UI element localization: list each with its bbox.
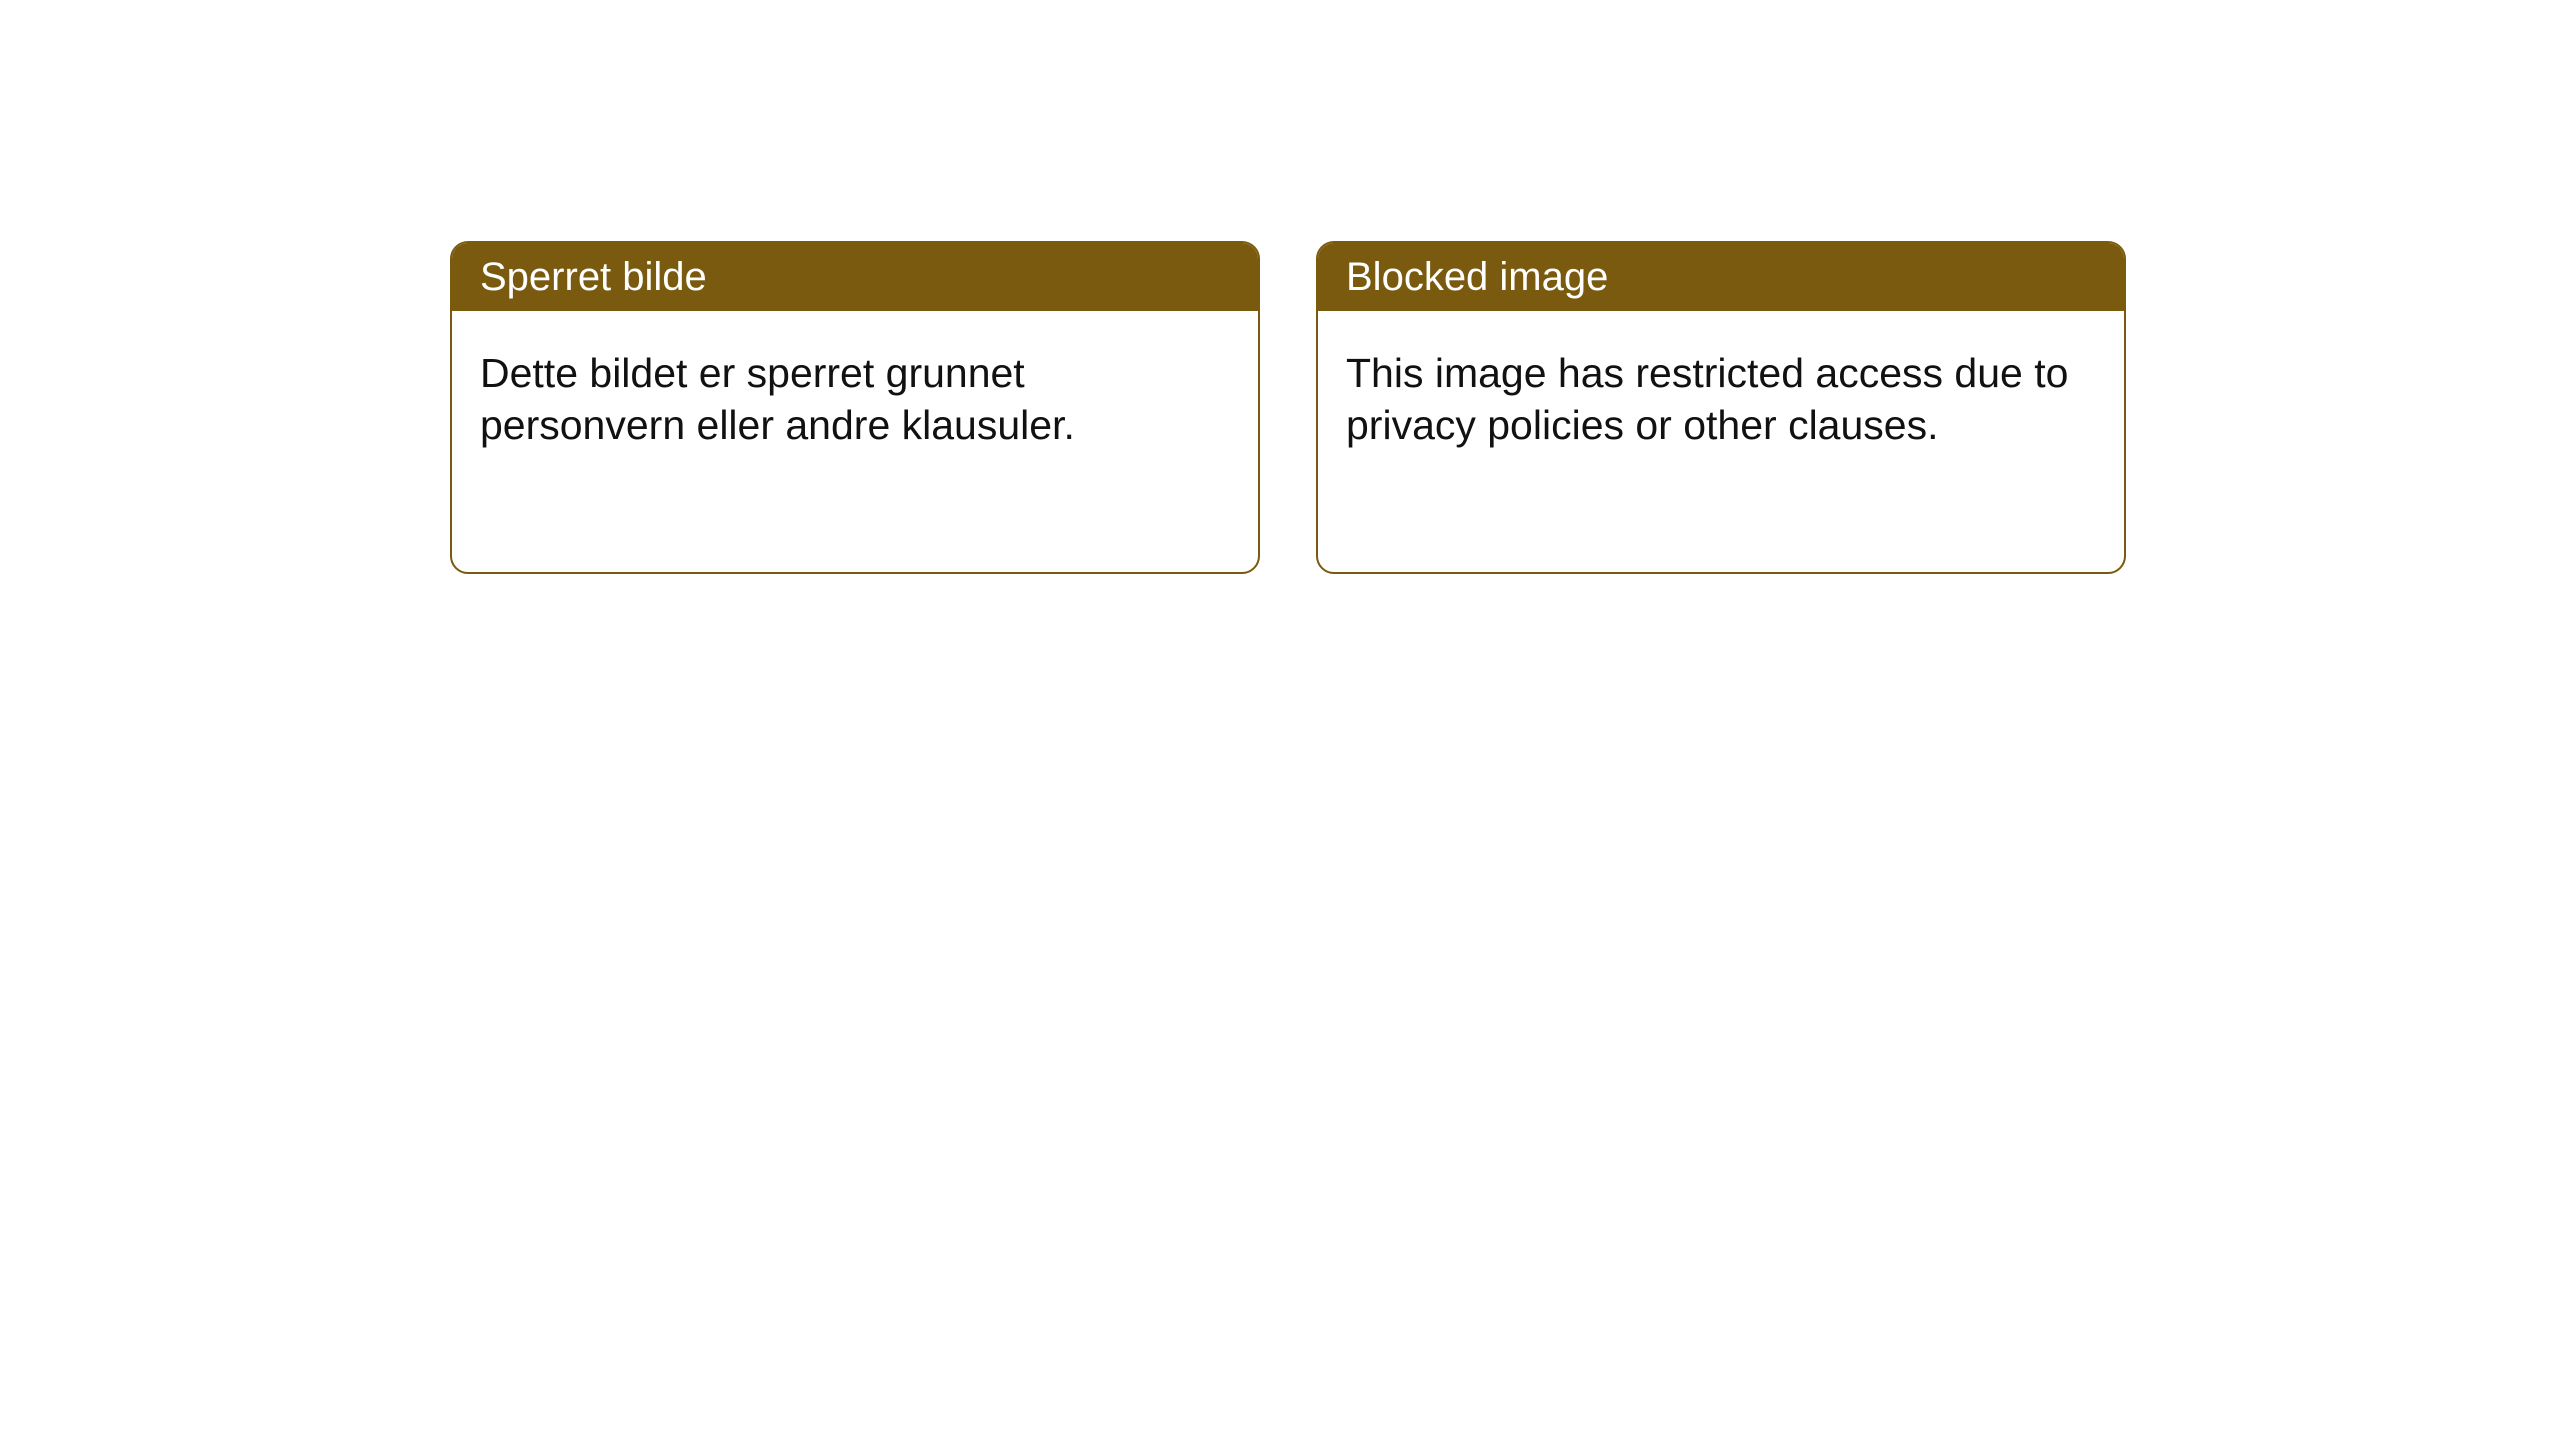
notice-body-norwegian: Dette bildet er sperret grunnet personve… bbox=[452, 311, 1258, 487]
notice-header-norwegian: Sperret bilde bbox=[452, 243, 1258, 311]
notice-body-english: This image has restricted access due to … bbox=[1318, 311, 2124, 487]
notice-card-english: Blocked image This image has restricted … bbox=[1316, 241, 2126, 574]
notice-header-english: Blocked image bbox=[1318, 243, 2124, 311]
notice-container: Sperret bilde Dette bildet er sperret gr… bbox=[0, 0, 2560, 574]
notice-card-norwegian: Sperret bilde Dette bildet er sperret gr… bbox=[450, 241, 1260, 574]
